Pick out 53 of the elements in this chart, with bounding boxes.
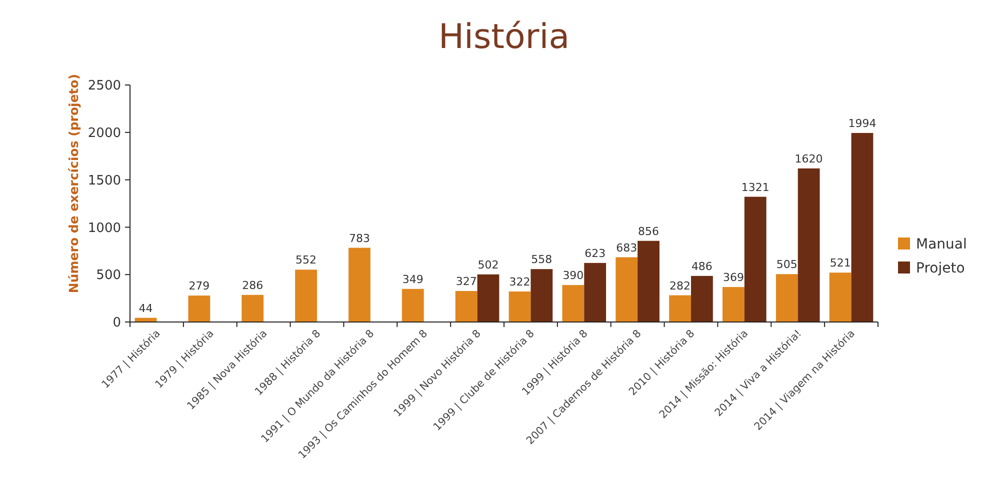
data-label: 505 [776,258,798,272]
data-label: 856 [638,224,660,238]
data-label: 623 [584,246,606,260]
chart-title: História [438,17,570,57]
bar [691,276,713,322]
bar [188,296,210,322]
data-label: 1994 [848,116,876,130]
bar [744,196,766,322]
bar [616,257,638,322]
legend-label: Manual [916,236,967,252]
data-label: 322 [509,275,530,288]
y-tick-label: 0 [112,316,121,331]
bar [829,272,852,322]
data-label: 521 [830,256,851,270]
data-label: 502 [478,258,499,272]
data-label: 390 [562,269,584,282]
bar [295,270,317,322]
data-label: 1620 [794,152,823,166]
bar [562,285,584,322]
legend-label: Projeto [916,260,965,276]
data-label: 286 [242,278,264,292]
bar [508,291,531,322]
y-tick-label: 1000 [88,220,121,236]
data-label: 44 [138,302,153,315]
data-label: 1321 [741,180,770,194]
bar [455,291,478,322]
data-label: 349 [402,272,424,286]
y-tick-label: 2000 [88,126,121,141]
bar [348,248,370,322]
bar [776,274,798,322]
y-tick-label: 2500 [88,78,121,94]
bar [669,295,691,322]
bar [798,168,820,322]
y-axis-title: Número de exercícios (projeto) [66,74,81,294]
data-label: 552 [296,254,317,267]
data-label: 369 [722,271,744,284]
bar [402,288,424,322]
data-label: 486 [691,260,712,273]
data-label: 282 [670,279,691,292]
y-tick-label: 1500 [88,173,121,188]
bar [851,132,874,322]
bar [242,294,264,322]
data-label: 327 [456,275,477,288]
data-label: 783 [348,232,370,245]
data-label: 279 [188,280,210,293]
bar [477,274,500,322]
y-tick-label: 500 [96,268,121,284]
bar [530,269,553,322]
bar [584,262,606,322]
bar [722,287,744,322]
bar [638,240,660,322]
data-label: 683 [616,241,638,254]
data-label: 558 [531,253,552,266]
